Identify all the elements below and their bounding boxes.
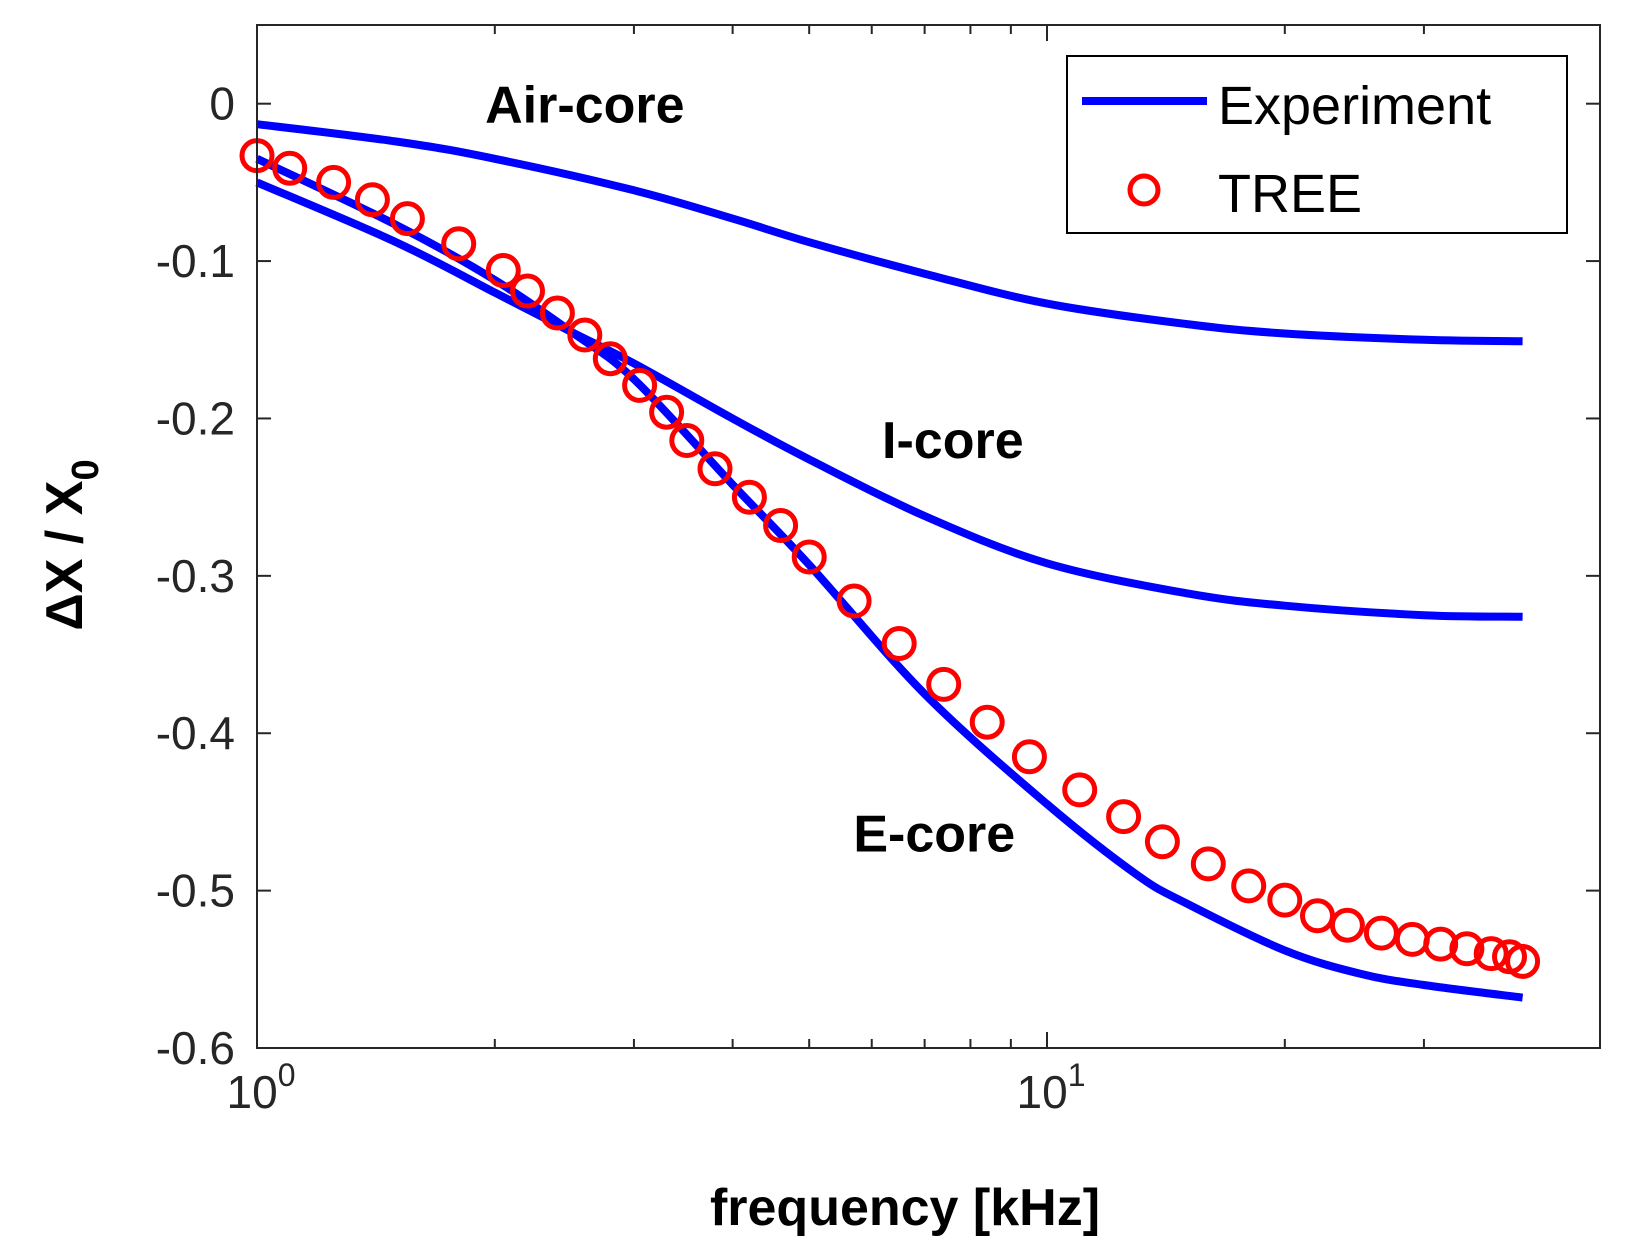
tree-point-e-core (354, 182, 390, 218)
tree-point-e-core (1329, 907, 1365, 943)
tree-point-e-core (1449, 931, 1485, 967)
tree-point-e-core (389, 201, 425, 237)
y-axis-title-subscript: 0 (65, 459, 107, 480)
tree-point-e-core (1106, 799, 1142, 835)
annotation-air-core: Air-core (485, 77, 684, 135)
y-tick-label: 0 (209, 78, 235, 130)
tree-point-e-core (1231, 868, 1267, 904)
tree-point-e-core (649, 394, 685, 430)
annotation-e-core: E-core (853, 805, 1015, 863)
tree-point-e-core (485, 253, 521, 288)
tree-point-e-core (1267, 882, 1303, 918)
y-tick-label: -0.4 (156, 707, 235, 759)
y-tick-label: -0.6 (156, 1022, 235, 1074)
series-line-i-core-experiment (255, 178, 1523, 621)
tree-point-e-core (1144, 824, 1180, 860)
tree-point-e-core (763, 508, 799, 543)
y-tick-label: -0.5 (156, 865, 235, 917)
tree-point-e-core (1011, 739, 1047, 775)
annotation-i-core: I-core (882, 412, 1024, 470)
tree-point-e-core (567, 317, 603, 353)
legend: Experiment TREE (1066, 55, 1568, 234)
y-tick-label: -0.3 (156, 550, 235, 602)
tree-point-e-core (1505, 943, 1541, 979)
tree-point-e-core (1300, 898, 1335, 934)
tree-point-e-core (510, 273, 545, 309)
legend-tree-marker (1127, 173, 1161, 207)
tree-point-e-core (1062, 772, 1098, 808)
x-axis-title: frequency [kHz] (710, 1179, 1100, 1237)
legend-tree-label: TREE (1218, 164, 1362, 224)
tree-point-e-core (926, 666, 962, 702)
tree-point-e-core (1473, 936, 1509, 972)
y-axis-title-main: ΔX / X (36, 480, 94, 630)
tree-point-e-core (791, 539, 827, 575)
y-tick-label: -0.1 (156, 235, 235, 287)
tree-point-e-core (836, 583, 872, 619)
series-line-e-core-experiment (255, 155, 1524, 1002)
tree-point-e-core (1190, 846, 1226, 882)
y-tick-label: -0.2 (156, 392, 235, 444)
tree-point-e-core (539, 295, 575, 331)
tree-point-e-core (1394, 921, 1430, 957)
tree-point-e-core (441, 226, 477, 262)
tree-point-e-core (622, 367, 658, 403)
x-tick-label: 101 (1017, 1057, 1086, 1118)
annotation-layer: Air-core I-core E-core (485, 77, 1024, 864)
y-axis-title: ΔX / X0 (36, 459, 107, 630)
tree-point-e-core (1423, 926, 1459, 962)
tree-point-e-core (1363, 915, 1399, 951)
tree-point-e-core (669, 423, 705, 458)
marker-layer (239, 138, 1541, 979)
tree-point-e-core (731, 479, 767, 515)
legend-experiment-label: Experiment (1218, 76, 1491, 136)
tree-point-e-core (697, 451, 733, 487)
x-tick-label: 100 (227, 1057, 296, 1118)
plot-frame (256, 24, 1601, 1049)
tree-point-e-core (969, 704, 1005, 740)
tree-point-e-core (316, 164, 352, 200)
series-line-air-core-experiment (256, 120, 1523, 346)
tree-point-e-core (881, 626, 917, 661)
tree-point-e-core (272, 150, 308, 186)
tree-point-e-core (592, 341, 628, 377)
